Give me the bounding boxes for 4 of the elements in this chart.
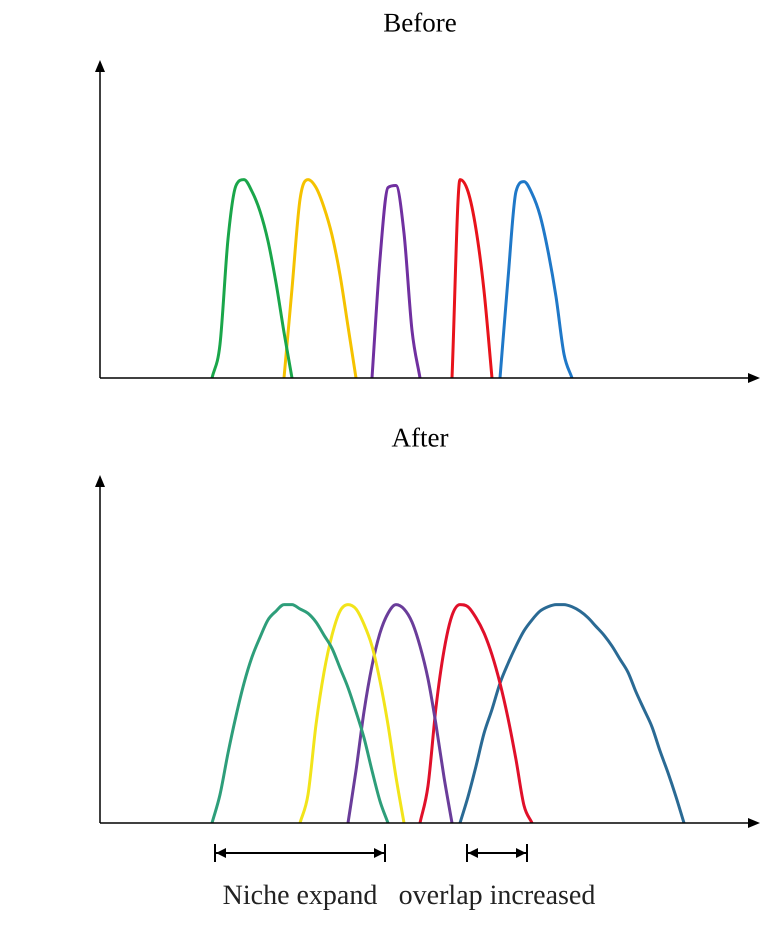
chart-title: After (392, 422, 448, 452)
text: overlap increased (398, 880, 596, 911)
text: Niche expand (222, 880, 378, 911)
chart-title: Before (383, 7, 457, 38)
